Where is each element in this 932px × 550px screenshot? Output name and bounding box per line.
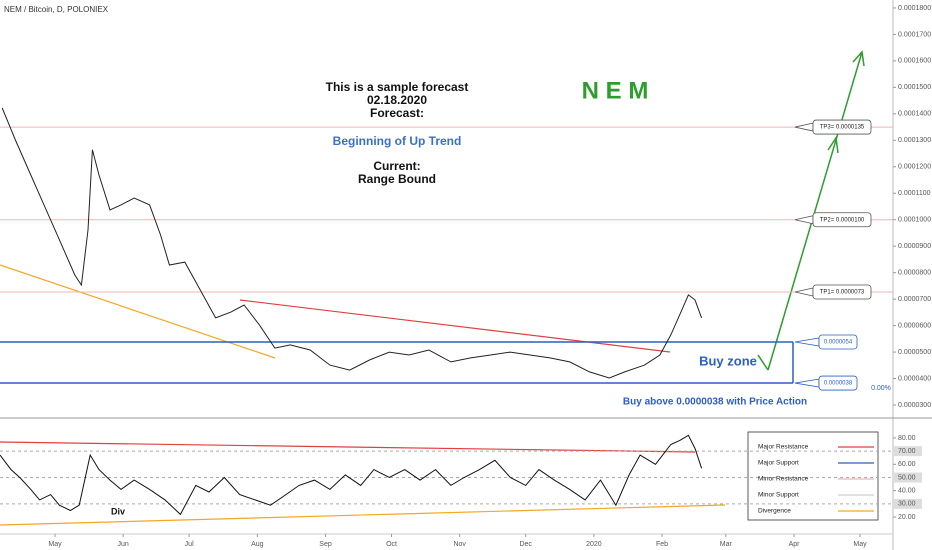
y-tick-label: 70.00	[898, 448, 916, 455]
forecast-text: Forecast:	[370, 106, 424, 120]
y-tick-label: 0.0000400	[898, 375, 931, 382]
callout-label: TP1= 0.0000073	[820, 290, 865, 296]
callout-box	[818, 334, 858, 350]
x-tick-label: Sep	[319, 541, 332, 548]
x-tick-label: Oct	[386, 541, 397, 548]
x-tick-label: May	[853, 541, 867, 548]
y-tick-label: 0.0001100	[898, 190, 931, 197]
y-tick-label: 0.0000300	[898, 402, 931, 409]
div-label: Div	[111, 506, 125, 516]
x-tick-label: Feb	[656, 541, 668, 548]
y-tick-label: 20.00	[898, 514, 916, 521]
buy-note: Buy above 0.0000038 with Price Action	[623, 397, 807, 408]
forecast-text: 02.18.2020	[367, 93, 427, 107]
callout-label: 0.0000038	[824, 381, 853, 387]
forecast-arrow	[757, 354, 769, 371]
current-text: Current:	[373, 159, 420, 173]
y-tick-label: 0.0001000	[898, 217, 931, 224]
x-tick-label: Jul	[185, 541, 194, 548]
y-tick-label: 0.0000900	[898, 243, 931, 250]
callout-label: TP3= 0.0000135	[820, 125, 865, 131]
tick-highlight	[894, 446, 922, 457]
x-tick-label: Apr	[789, 541, 801, 548]
x-tick-label: May	[48, 541, 62, 548]
legend-label: Minor Support	[758, 492, 799, 499]
y-tick-label: 0.0000500	[898, 349, 931, 356]
percent-label: 0.00%	[871, 385, 891, 392]
chart-title: NEM / Bitcoin, D, POLONIEX	[4, 5, 109, 14]
price-line	[0, 434, 703, 516]
y-tick-label: 40.00	[898, 488, 916, 495]
price-line	[1, 107, 703, 379]
y-tick-label: 50.00	[898, 474, 916, 481]
brand-text: N E M	[582, 77, 649, 104]
x-tick-label: Aug	[251, 541, 264, 548]
y-tick-label: 0.0001200	[898, 164, 931, 171]
x-tick-label: Dec	[519, 541, 532, 548]
y-tick-label: 0.0001500	[898, 84, 931, 91]
trend-text: Beginning of Up Trend	[333, 134, 462, 148]
y-tick-label: 0.0001800	[898, 5, 931, 12]
y-tick-label: 0.0001300	[898, 137, 931, 144]
y-tick-label: 80.00	[898, 435, 916, 442]
forecast-text: This is a sample forecast	[326, 80, 469, 94]
y-tick-label: 0.0000700	[898, 296, 931, 303]
legend-label: Minor Resistance	[758, 476, 809, 483]
callout-label: TP2= 0.0000100	[820, 217, 865, 223]
tick-highlight	[894, 498, 922, 509]
legend-label: Major Support	[758, 460, 799, 467]
resistance-trendline	[239, 299, 671, 353]
rsi-resistance-line	[0, 441, 696, 453]
callout-box	[818, 375, 858, 391]
x-tick-label: Nov	[453, 541, 466, 548]
y-tick-label: 0.0001400	[898, 111, 931, 118]
callout-label: 0.0000054	[824, 340, 853, 346]
y-tick-label: 0.0001600	[898, 58, 931, 65]
callout-box	[812, 284, 872, 300]
legend-label: Divergence	[758, 508, 791, 515]
y-tick-label: 0.0001700	[898, 31, 931, 38]
x-tick-label: Jun	[118, 541, 129, 548]
y-tick-label: 60.00	[898, 461, 916, 468]
x-tick-label: 2020	[586, 541, 602, 548]
y-tick-label: 0.0000600	[898, 322, 931, 329]
arrowhead	[827, 135, 839, 154]
legend-label: Major Resistance	[758, 444, 809, 451]
y-tick-label: 30.00	[898, 501, 916, 508]
rsi-divergence-line	[0, 504, 726, 526]
arrowhead	[852, 50, 865, 67]
current-text: Range Bound	[358, 172, 436, 186]
callout-box	[812, 212, 872, 228]
x-tick-label: Mar	[720, 541, 733, 548]
buy-zone-text: Buy zone	[699, 353, 757, 368]
forecast-arrow	[767, 51, 863, 371]
callout-box	[812, 119, 872, 135]
y-tick-label: 0.0000800	[898, 270, 931, 277]
tick-highlight	[894, 472, 922, 483]
